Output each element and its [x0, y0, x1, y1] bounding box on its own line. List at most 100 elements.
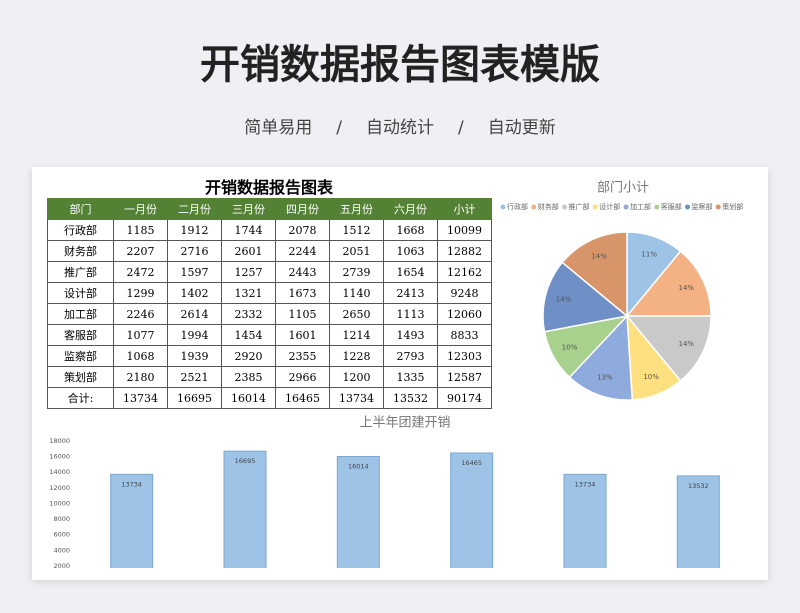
bar — [110, 473, 154, 568]
cell: 2739 — [329, 261, 384, 283]
separator: / — [458, 118, 464, 138]
cell: 2355 — [275, 345, 330, 367]
cell: 8833 — [437, 324, 492, 346]
cell: 1185 — [113, 219, 168, 241]
data-label: 13734 — [121, 480, 142, 488]
legend-label: 策划部 — [722, 202, 743, 211]
legend-label: 监察部 — [692, 202, 713, 211]
cell: 12303 — [437, 345, 492, 367]
cell: 2521 — [167, 366, 222, 388]
cell: 2966 — [275, 366, 330, 388]
table-row: 推广部 2472 1597 1257 2443 2739 1654 12162 — [47, 261, 492, 283]
cell: 四月份 — [275, 198, 330, 220]
table-row: 财务部 2207 2716 2601 2244 2051 1063 12882 — [47, 240, 492, 262]
cell: 2244 — [275, 240, 330, 262]
table-title: 开销数据报告图表 — [204, 178, 333, 197]
bar — [336, 456, 380, 568]
subtitle-item: 自动更新 — [487, 118, 556, 138]
cell: 2716 — [167, 240, 222, 262]
cell: 1673 — [275, 282, 330, 304]
table-row: 监察部 1068 1939 2920 2355 1228 2793 12303 — [47, 345, 492, 367]
cell: 1299 — [113, 282, 168, 304]
cell: 1257 — [221, 261, 276, 283]
legend-label: 客服部 — [661, 202, 682, 211]
cell: 二月份 — [167, 198, 222, 220]
data-label: 16014 — [348, 463, 369, 471]
legend-swatch — [531, 204, 537, 210]
table-row: 客服部 1077 1994 1454 1601 1214 1493 8833 — [47, 324, 492, 346]
cell: 1493 — [383, 324, 438, 346]
cell: 1321 — [221, 282, 276, 304]
table: 部门 一月份 二月份 三月份 四月份 五月份 六月份 小计 行政部 1185 1912 1744 207… — [47, 198, 492, 409]
cell: 小计 — [437, 198, 492, 220]
cell: 财务部 — [47, 240, 114, 262]
cell: 2246 — [113, 303, 168, 325]
cell: 客服部 — [47, 324, 114, 346]
cell: 六月份 — [383, 198, 438, 220]
cell: 部门 — [47, 198, 114, 220]
cell: 1105 — [275, 303, 330, 325]
legend-swatch — [654, 204, 660, 210]
cell: 监察部 — [47, 345, 114, 367]
cell: 9248 — [437, 282, 492, 304]
subtitle-item: 自动统计 — [366, 118, 434, 138]
table-row: 设计部 1299 1402 1321 1673 1140 2413 9248 — [47, 282, 492, 304]
page-title: 开销数据报告图表模版 — [200, 42, 600, 88]
bar-chart: 上半年团建开销 2000 4000 6000 8000 10000 12000 14000 16… — [49, 416, 720, 568]
chart-title: 部门小计 — [597, 181, 649, 196]
cell: 12060 — [437, 303, 492, 325]
cell: 加工部 — [47, 303, 114, 325]
cell: 2180 — [113, 366, 168, 388]
bar — [450, 452, 494, 568]
legend-swatch — [562, 204, 567, 210]
cell: 1601 — [275, 324, 330, 346]
cell: 1597 — [167, 261, 222, 283]
cell: 1402 — [167, 282, 222, 304]
cell: 1077 — [113, 324, 168, 346]
data-label: 14% — [679, 284, 695, 292]
data-label: 16465 — [461, 459, 482, 467]
legend-swatch — [592, 204, 598, 210]
bar — [676, 475, 720, 568]
cell: 1140 — [329, 282, 384, 304]
cell: 1744 — [221, 219, 276, 241]
y-tick-label: 14000 — [49, 468, 70, 476]
cell: 2793 — [383, 345, 438, 367]
table-row: 策划部 2180 2521 2385 2966 1200 1335 12587 — [47, 366, 492, 388]
cell: 12162 — [437, 261, 492, 283]
cell: 13734 — [113, 387, 168, 409]
table-row: 合计: 13734 16695 16014 16465 13734 13532 90174 — [47, 387, 492, 409]
bar — [223, 450, 267, 568]
cell: 1668 — [383, 219, 438, 241]
legend-swatch — [500, 204, 506, 210]
chart-title: 上半年团建开销 — [359, 416, 450, 431]
cell: 2920 — [221, 345, 276, 367]
cell: 10099 — [437, 219, 492, 241]
pie-slice — [625, 315, 712, 382]
cell: 16014 — [221, 387, 276, 409]
cell: 1654 — [383, 261, 438, 283]
subtitle-item: 简单易用 — [244, 118, 313, 138]
cell: 五月份 — [329, 198, 384, 220]
table-row: 加工部 2246 2614 2332 1105 2650 1113 12060 — [47, 303, 492, 325]
data-label: 14% — [679, 340, 695, 348]
legend-swatch — [715, 204, 721, 210]
cell: 2207 — [113, 240, 168, 262]
legend-label: 设计部 — [599, 202, 620, 211]
data-label: 16695 — [235, 457, 256, 465]
cell: 1939 — [167, 345, 222, 367]
cell: 1068 — [113, 345, 168, 367]
cell: 13532 — [383, 387, 438, 409]
y-tick-label: 16000 — [49, 453, 70, 461]
cell: 1113 — [383, 303, 438, 325]
cell: 2051 — [329, 240, 384, 262]
pie-slice — [542, 261, 629, 333]
cell: 推广部 — [47, 261, 114, 283]
data-label: 13734 — [575, 480, 596, 488]
cell: 2078 — [275, 219, 330, 241]
cell: 策划部 — [47, 366, 114, 388]
cell: 1994 — [167, 324, 222, 346]
cell: 16465 — [275, 387, 330, 409]
cell: 合计: — [47, 387, 114, 409]
cell: 2614 — [167, 303, 222, 325]
